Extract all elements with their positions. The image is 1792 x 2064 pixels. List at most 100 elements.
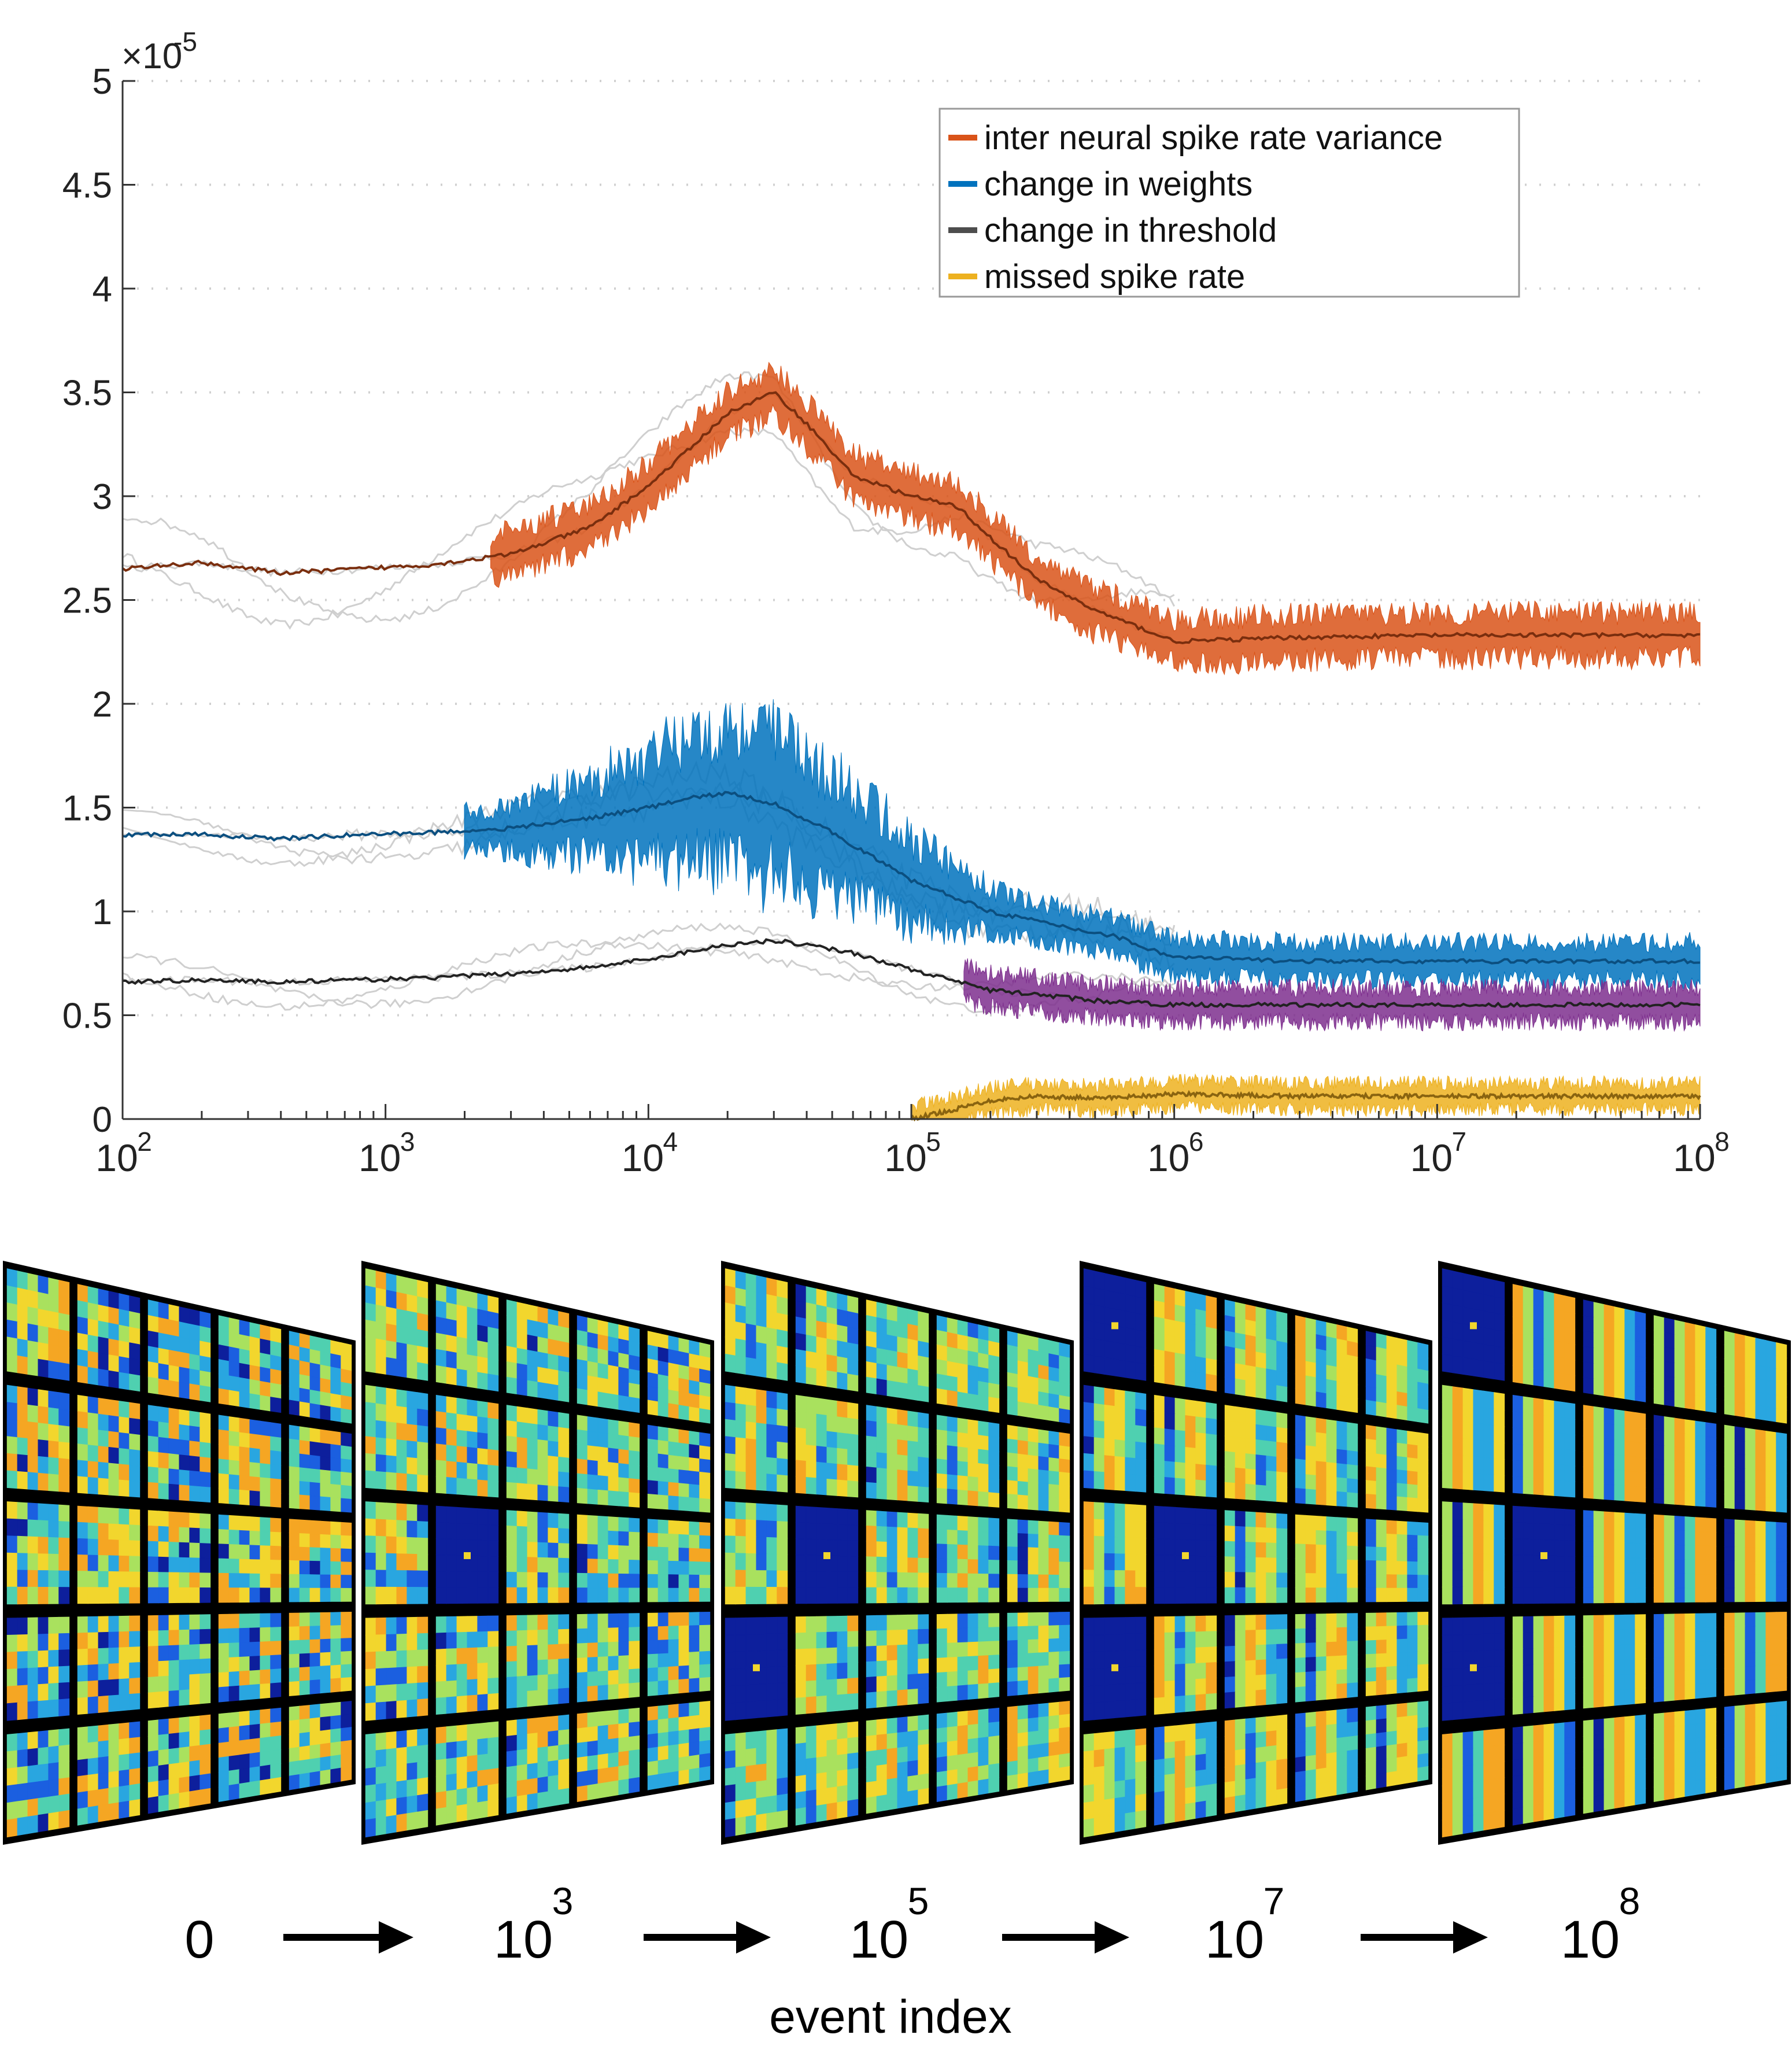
tile-pixel (647, 1519, 659, 1534)
tile-pixel (1614, 1439, 1625, 1457)
tile-pixel (1276, 1587, 1288, 1603)
tile-pixel (756, 1325, 767, 1345)
tile-pixel (668, 1403, 679, 1419)
tile-pixel (365, 1353, 376, 1373)
tile-pixel (77, 1522, 88, 1539)
tile-pixel (548, 1572, 559, 1589)
tile-pixel (735, 1553, 747, 1571)
tile-pixel (1007, 1667, 1018, 1683)
tile-pixel (435, 1681, 447, 1699)
tile-pixel (6, 1733, 18, 1752)
tile-pixel (456, 1724, 468, 1742)
tile-pixel (467, 1770, 478, 1789)
tile-pixel (907, 1659, 919, 1675)
tile-pixel (668, 1757, 679, 1774)
tile-pixel (1154, 1394, 1165, 1413)
tile-pixel (1442, 1353, 1453, 1373)
tile-pixel (87, 1632, 99, 1649)
tile-pixel (678, 1729, 690, 1745)
tile-pixel (1407, 1625, 1418, 1640)
tile-pixel (1305, 1346, 1317, 1364)
tile-pixel (1494, 1279, 1505, 1299)
tile-pixel (795, 1790, 807, 1810)
tile-pixel (228, 1474, 240, 1490)
tile-pixel (341, 1740, 352, 1755)
tile-pixel (1417, 1522, 1429, 1537)
tile-pixel (516, 1437, 528, 1454)
tile-pixel (745, 1553, 757, 1571)
receptive-field-tile (147, 1614, 211, 1709)
tile-pixel (27, 1570, 39, 1588)
tile-pixel (1376, 1773, 1387, 1789)
tile-pixel (1734, 1346, 1746, 1364)
tile-pixel (1316, 1559, 1327, 1574)
tile-pixel (886, 1349, 898, 1368)
tile-pixel (668, 1520, 679, 1535)
tile-pixel (689, 1430, 700, 1446)
tile-pixel (1135, 1554, 1147, 1571)
tile-pixel (446, 1445, 457, 1463)
tile-pixel (435, 1774, 447, 1793)
tile-pixel (577, 1344, 588, 1362)
receptive-field-tile (866, 1614, 929, 1709)
arrow-head (1095, 1921, 1129, 1954)
tile-pixel (1038, 1756, 1050, 1772)
tile-pixel (6, 1634, 18, 1653)
tile-pixel (168, 1732, 180, 1750)
tile-pixel (1276, 1758, 1288, 1776)
tile-pixel (597, 1334, 609, 1352)
receptive-field-tile (218, 1613, 282, 1703)
tile-pixel (1017, 1519, 1029, 1535)
tile-pixel (228, 1685, 240, 1702)
tile-pixel (375, 1799, 387, 1819)
tile-pixel (577, 1712, 588, 1729)
tile-pixel (1684, 1336, 1696, 1354)
tile-pixel (239, 1739, 250, 1756)
tile-pixel (119, 1524, 130, 1541)
tile-pixel (1734, 1731, 1746, 1748)
tile-pixel (1583, 1330, 1594, 1349)
series-mean-line (122, 938, 1701, 1009)
tile-pixel (1564, 1737, 1576, 1755)
tile-pixel (618, 1573, 630, 1589)
receptive-field-tile (1154, 1615, 1217, 1715)
tile-pixel (179, 1587, 190, 1603)
tile-pixel (1104, 1570, 1115, 1588)
tile-pixel (1755, 1587, 1767, 1603)
tile-pixel (866, 1796, 877, 1814)
tile-pixel (608, 1683, 619, 1700)
tile-pixel (527, 1793, 538, 1811)
tile-pixel (907, 1455, 919, 1472)
tile-pixel (1396, 1442, 1408, 1459)
tile-pixel (577, 1358, 588, 1376)
tile-pixel (1255, 1424, 1267, 1442)
tile-pixel (1745, 1533, 1756, 1549)
tile-pixel (618, 1669, 630, 1685)
tile-pixel (988, 1749, 1000, 1766)
tile-pixel (1494, 1666, 1505, 1683)
tile-pixel (657, 1612, 669, 1627)
tile-pixel (806, 1367, 817, 1386)
tile-pixel (199, 1427, 211, 1444)
tile-pixel (1512, 1365, 1524, 1384)
tile-pixel (1755, 1742, 1767, 1759)
tile-pixel (957, 1377, 969, 1394)
tile-pixel (766, 1390, 778, 1409)
tile-pixel (1017, 1494, 1029, 1510)
tile-pixel (1583, 1676, 1594, 1693)
tile-pixel (1048, 1521, 1060, 1536)
tile-pixel (847, 1571, 859, 1588)
tile-pixel (699, 1611, 711, 1626)
tile-pixel (417, 1698, 428, 1716)
tile-pixel (1206, 1661, 1217, 1679)
tile-pixel (647, 1493, 659, 1509)
tile-pixel (260, 1380, 271, 1398)
tile-pixel (1765, 1483, 1777, 1499)
tile-pixel (365, 1285, 376, 1306)
tile-pixel (27, 1273, 39, 1293)
tile-pixel (886, 1717, 898, 1735)
tile-pixel (1164, 1334, 1176, 1354)
tile-pixel (1185, 1802, 1196, 1821)
tile-pixel (1164, 1725, 1176, 1744)
tile-pixel (876, 1660, 888, 1677)
